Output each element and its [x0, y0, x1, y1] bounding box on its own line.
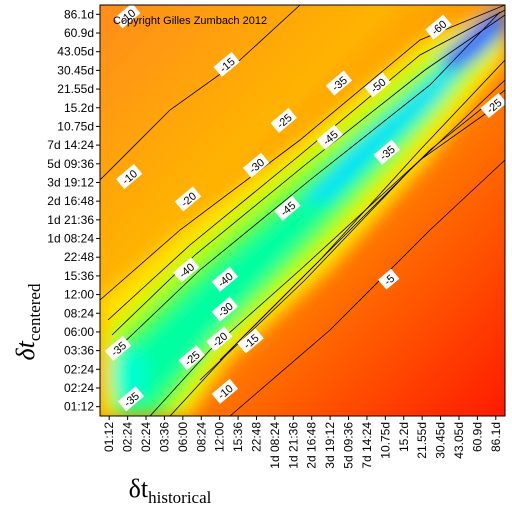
x-tick-label: 03:36: [157, 422, 171, 452]
contour-line: [199, 79, 505, 381]
x-tick-label: 43.05d: [452, 422, 466, 459]
x-tick-label: 15:36: [231, 422, 245, 452]
x-tick-label: 02:24: [121, 422, 135, 452]
y-tick-label: 21.55d: [57, 82, 94, 96]
y-tick-label: 2d 16:48: [47, 194, 94, 208]
x-axis-title: δthistorical: [129, 474, 212, 507]
y-tick-label: 08:24: [64, 306, 94, 320]
x-tick-label: 15.2d: [397, 422, 411, 452]
y-tick-label: 86.1d: [64, 7, 94, 21]
contour-label: -5: [378, 268, 400, 290]
y-tick-label: 02:24: [64, 381, 94, 395]
x-tick-label: 30.45d: [434, 422, 448, 459]
y-tick-label: 5d 09:36: [47, 157, 94, 171]
contour-line: [149, 99, 505, 416]
copyright-annotation: Copyright Gilles Zumbach 2012: [113, 15, 267, 27]
y-tick-label: 15.2d: [64, 101, 94, 115]
contour-label-box: [104, 335, 132, 361]
contour-label-box: [211, 296, 239, 322]
heatmap-bands: [100, 5, 505, 416]
y-tick-label: 06:00: [64, 325, 94, 339]
y-axis: 01:12 02:24 02:24 03:36 06:00 08:24 12:00 15:36…: [47, 7, 100, 414]
contour-label-box: [378, 268, 400, 290]
contour-label-box: [425, 14, 452, 40]
y-tick-label: 03:36: [64, 344, 94, 358]
contour-label-box: [242, 152, 270, 178]
x-tick-label: 10.75d: [378, 422, 392, 459]
contour-label-box: [213, 51, 240, 77]
y-tick-label: 1d 21:36: [47, 213, 94, 227]
contour-label-box: [237, 328, 264, 354]
contour-label-box: [117, 386, 145, 412]
x-tick-label: 7d 14:24: [360, 422, 374, 469]
y-tick-label: 30.45d: [57, 63, 94, 77]
plot-frame: [99, 4, 506, 417]
x-tick-label: 21.55d: [415, 422, 429, 459]
x-tick-label: 12:00: [213, 422, 227, 452]
y-tick-label: 60.9d: [64, 26, 94, 40]
contour-label-box: [274, 195, 301, 221]
x-tick-label: 5d 09:36: [342, 422, 356, 469]
contour-line: [107, 9, 505, 321]
contour-label-box: [211, 378, 239, 404]
x-tick-label: 1d 21:36: [286, 422, 300, 469]
plot-area: -10-15-35 -50-60-25-25-45-35-30-10-20 -45-…: [100, 5, 505, 416]
y-tick-label: 1d 08:24: [47, 232, 94, 246]
contour-label-box: [206, 326, 233, 352]
y-tick-label: 15:36: [64, 269, 94, 283]
x-axis-symbol: δt: [129, 474, 149, 503]
x-tick-label: 02:24: [139, 422, 153, 452]
x-tick-label: 2d 16:48: [305, 422, 319, 469]
contour-label-box: [178, 345, 205, 371]
contour-label-box: [270, 107, 297, 133]
contour-label-box: [114, 5, 141, 29]
x-axis-subscript: historical: [148, 488, 212, 507]
x-tick-label: 3d 19:12: [323, 422, 337, 469]
x-tick-label: 08:24: [194, 422, 208, 452]
contour-label-box: [211, 266, 239, 292]
contour-labels: -10-15-35 -50-60-25-25-45-35-30-10-20 -45-…: [104, 5, 505, 412]
y-tick-label: 10.75d: [57, 119, 94, 133]
y-tick-label: 01:12: [64, 400, 94, 414]
contour-line: [100, 5, 301, 181]
contour-line: [100, 5, 505, 301]
y-axis-subscript: centered: [25, 283, 44, 341]
band-cyan: [300, 10, 498, 205]
x-tick-label: 60.9d: [470, 422, 484, 452]
x-tick-label: 01:12: [102, 422, 116, 452]
y-tick-label: 12:00: [64, 288, 94, 302]
y-tick-label: 43.05d: [57, 45, 94, 59]
band-teal: [118, 8, 500, 405]
svg-text:δtcentered: δtcentered: [11, 283, 44, 360]
x-tick-label: 86.1d: [489, 422, 503, 452]
band-blue: [440, 5, 505, 72]
contour-line: [115, 11, 501, 351]
y-tick-label: 3d 19:12: [47, 175, 94, 189]
contour-label-box: [173, 257, 200, 283]
svg-text:δthistorical: δthistorical: [129, 474, 212, 507]
contour-label-box: [115, 163, 143, 190]
contour-label-box: [364, 72, 391, 98]
x-axis: 01:12 02:24 02:24 03:36 06:00 08:24 12:00 15:36…: [102, 416, 503, 469]
contour-label-box: [480, 92, 505, 119]
x-tick-label: 06:00: [176, 422, 190, 452]
band-corner-cyan: [112, 347, 148, 403]
y-tick-label: 02:24: [64, 362, 94, 376]
contour-line: [111, 14, 505, 336]
x-tick-label: 22:48: [249, 422, 263, 452]
contour-label-box: [325, 70, 353, 96]
y-tick-label: 22:48: [64, 250, 94, 264]
x-tick-label: 1d 08:24: [268, 422, 282, 469]
contour-label-box: [373, 139, 401, 165]
y-axis-title: δtcentered: [11, 283, 44, 360]
contour-label-box: [174, 186, 202, 212]
contour-line: [169, 89, 505, 416]
contour-label-box: [316, 124, 343, 150]
y-tick-label: 7d 14:24: [47, 138, 94, 152]
y-axis-symbol: δt: [11, 340, 40, 360]
